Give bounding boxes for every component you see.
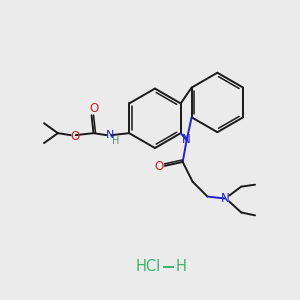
Text: O: O — [89, 102, 98, 115]
Text: O: O — [70, 130, 79, 142]
Text: N: N — [182, 133, 191, 146]
Text: H: H — [175, 260, 186, 274]
Text: O: O — [154, 160, 164, 173]
Text: N: N — [106, 130, 115, 140]
Text: HCl: HCl — [135, 260, 161, 274]
Text: H: H — [112, 136, 119, 146]
Text: N: N — [221, 192, 230, 205]
